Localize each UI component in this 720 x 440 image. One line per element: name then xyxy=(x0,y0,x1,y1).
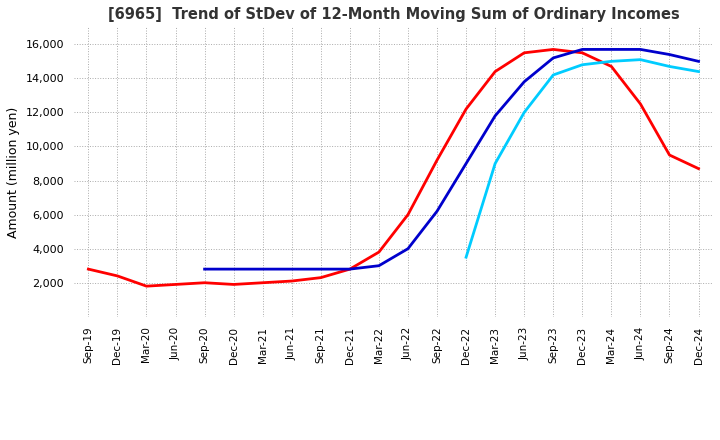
5 Years xyxy=(549,55,557,61)
Y-axis label: Amount (million yen): Amount (million yen) xyxy=(7,106,20,238)
3 Years xyxy=(287,279,296,284)
5 Years xyxy=(607,47,616,52)
3 Years xyxy=(142,283,150,289)
3 Years xyxy=(84,267,93,272)
7 Years xyxy=(549,72,557,77)
5 Years xyxy=(317,267,325,272)
5 Years xyxy=(636,47,644,52)
5 Years xyxy=(491,113,500,118)
3 Years xyxy=(171,282,180,287)
3 Years xyxy=(665,152,674,158)
3 Years xyxy=(346,267,354,272)
Legend: 3 Years, 5 Years, 7 Years: 3 Years, 5 Years, 7 Years xyxy=(240,438,546,440)
5 Years xyxy=(462,161,470,166)
5 Years xyxy=(374,263,383,268)
5 Years xyxy=(665,52,674,57)
5 Years xyxy=(404,246,413,251)
3 Years xyxy=(491,69,500,74)
5 Years xyxy=(578,47,587,52)
3 Years xyxy=(200,280,209,286)
5 Years xyxy=(287,267,296,272)
3 Years xyxy=(374,249,383,255)
Title: [6965]  Trend of StDev of 12-Month Moving Sum of Ordinary Incomes: [6965] Trend of StDev of 12-Month Moving… xyxy=(107,7,680,22)
5 Years xyxy=(200,267,209,272)
7 Years xyxy=(520,110,528,115)
3 Years xyxy=(636,101,644,106)
5 Years xyxy=(694,59,703,64)
3 Years xyxy=(258,280,267,286)
3 Years xyxy=(607,64,616,69)
3 Years xyxy=(578,50,587,55)
3 Years xyxy=(694,166,703,171)
3 Years xyxy=(230,282,238,287)
3 Years xyxy=(433,158,441,163)
3 Years xyxy=(404,212,413,217)
3 Years xyxy=(317,275,325,280)
5 Years xyxy=(346,267,354,272)
5 Years xyxy=(230,267,238,272)
3 Years xyxy=(113,273,122,279)
3 Years xyxy=(549,47,557,52)
7 Years xyxy=(578,62,587,67)
Line: 7 Years: 7 Years xyxy=(466,60,698,257)
5 Years xyxy=(258,267,267,272)
Line: 3 Years: 3 Years xyxy=(89,49,698,286)
7 Years xyxy=(694,69,703,74)
7 Years xyxy=(491,161,500,166)
5 Years xyxy=(520,79,528,84)
7 Years xyxy=(607,59,616,64)
3 Years xyxy=(520,50,528,55)
7 Years xyxy=(665,64,674,69)
5 Years xyxy=(433,209,441,214)
7 Years xyxy=(462,255,470,260)
3 Years xyxy=(462,106,470,112)
Line: 5 Years: 5 Years xyxy=(204,49,698,269)
7 Years xyxy=(636,57,644,62)
